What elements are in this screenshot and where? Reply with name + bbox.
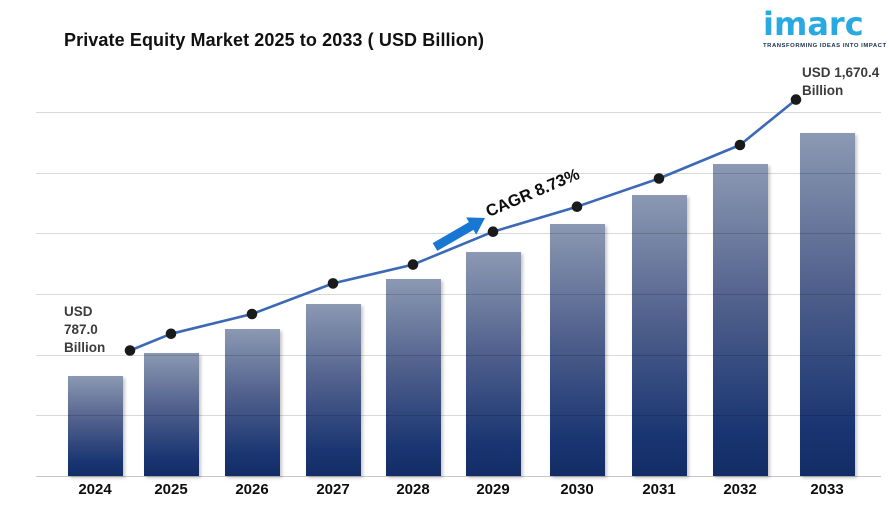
data-point-marker-2025: [165, 328, 177, 340]
bar-2027: [305, 304, 361, 476]
x-axis-label-2026: 2026: [235, 481, 269, 498]
chart-title: Private Equity Market 2025 to 2033 ( USD…: [64, 30, 485, 50]
gridline: [36, 172, 881, 174]
x-axis-label-2030: 2030: [560, 481, 594, 498]
bar-2026: [224, 329, 280, 476]
data-point-marker-2028: [407, 259, 419, 270]
bar-2024: [67, 375, 123, 476]
bar-2028: [385, 278, 441, 476]
bar-series: [36, 112, 881, 476]
x-axis-label-2028: 2028: [396, 481, 430, 498]
imarc-logo-wordmark: imarc: [763, 5, 864, 43]
data-point-marker-2029: [487, 226, 499, 237]
trend-arrow-icon: [432, 217, 485, 251]
bar-2031: [631, 194, 687, 476]
bar-2029: [465, 251, 521, 476]
chart-plot-area: [36, 94, 881, 477]
data-point-marker-2030: [571, 201, 583, 212]
x-axis-label-2027: 2027: [316, 481, 350, 498]
bar-2030: [549, 223, 605, 476]
imarc-logo-tagline: TRANSFORMING IDEAS INTO IMPACT: [763, 42, 887, 49]
data-point-marker-2024: [124, 345, 136, 356]
data-point-marker-2032: [734, 139, 746, 151]
bar-2033: [799, 132, 855, 476]
x-axis-label-2024: 2024: [78, 481, 112, 498]
bar-2025: [143, 352, 199, 476]
data-point-marker-2031: [653, 173, 665, 184]
end-value-annotation: USD 1,670.4 Billion: [802, 64, 879, 100]
start-annotation-line2: 787.0: [64, 322, 98, 337]
trend-line: [129, 98, 797, 352]
x-axis: 2024 2025 2026 2027 2028 2029 2030 2031 2032 2033: [36, 481, 881, 501]
x-axis-baseline: [36, 476, 881, 477]
start-value-annotation: USD 787.0 Billion: [64, 303, 105, 357]
trend-line-layer: [124, 94, 802, 356]
data-point-marker-2033: [790, 94, 802, 105]
x-axis-label-2033: 2033: [810, 481, 844, 498]
bar-2032: [712, 164, 768, 476]
end-annotation-line2: Billion: [802, 83, 844, 98]
data-point-marker-2027: [327, 278, 339, 289]
x-axis-label-2025: 2025: [154, 481, 188, 498]
x-axis-label-2032: 2032: [723, 481, 757, 498]
end-annotation-line1: USD 1,670.4: [802, 65, 880, 80]
x-axis-label-2031: 2031: [642, 481, 676, 498]
start-annotation-line1: USD: [64, 304, 93, 319]
gridline: [36, 112, 881, 113]
gridline: [36, 294, 881, 295]
data-point-marker-2026: [246, 308, 258, 320]
x-axis-label-2029: 2029: [476, 481, 510, 498]
gridline: [36, 354, 881, 356]
gridline: [36, 415, 881, 417]
start-annotation-line3: Billion: [64, 340, 106, 355]
imarc-logo: imarc TRANSFORMING IDEAS INTO IMPACT: [763, 5, 887, 49]
